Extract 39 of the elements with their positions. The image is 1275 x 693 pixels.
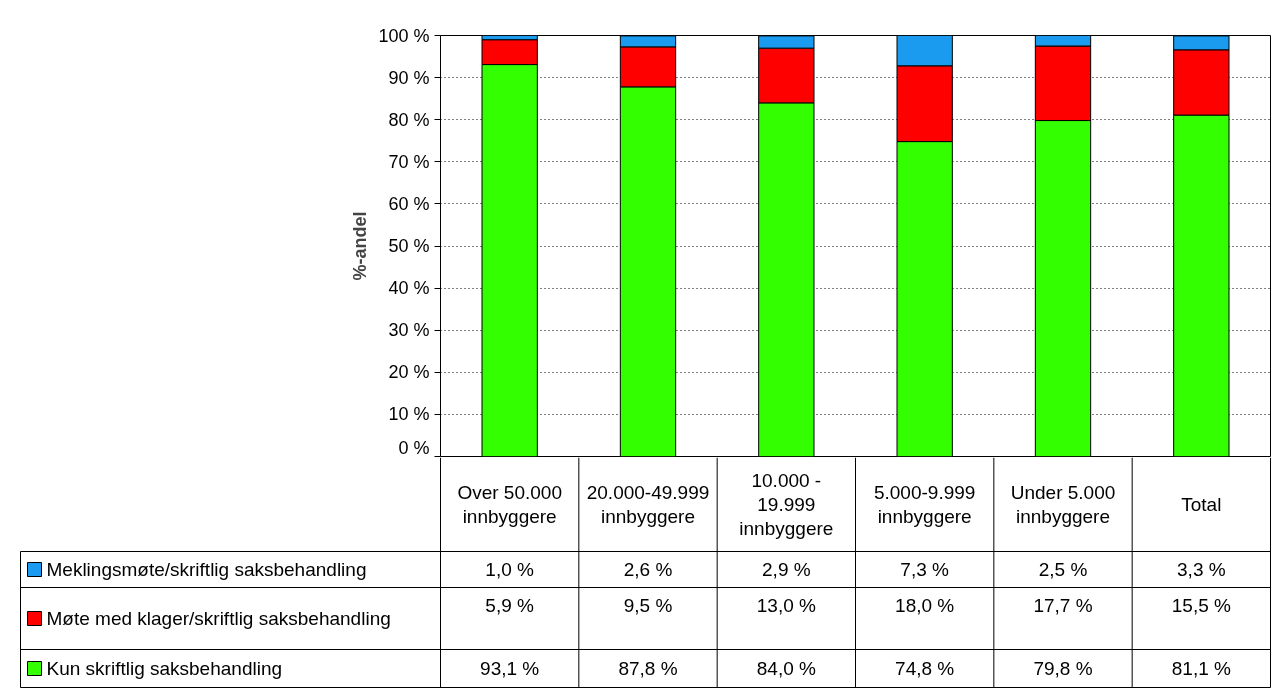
data-label: 3,3 % — [1177, 559, 1226, 580]
y-tick-label: 0 % — [398, 437, 430, 458]
y-tick-label: 10 % — [388, 404, 430, 425]
data-label: 79,8 % — [1033, 658, 1093, 679]
y-tick-label: 80 % — [388, 109, 430, 130]
data-label: 74,8 % — [895, 658, 955, 679]
y-tick-label: 70 % — [388, 151, 430, 172]
data-label: 2,6 % — [623, 559, 673, 580]
data-label: 93,1 % — [480, 658, 540, 679]
y-tick-label: 30 % — [388, 320, 430, 341]
data-label: 87,8 % — [618, 658, 678, 679]
y-tick-label: 60 % — [388, 193, 430, 214]
y-tick-label: 40 % — [388, 278, 430, 299]
x-tick-label: Under 5.000 innbyggere — [1010, 481, 1116, 528]
data-label: 84,0 % — [756, 658, 817, 679]
data-label: 1,0 % — [485, 559, 535, 580]
data-label: 81,1 % — [1171, 658, 1232, 679]
y-tick-label: 100 % — [378, 25, 430, 46]
y-tick-label: 50 % — [388, 236, 430, 256]
y-tick-label: 20 % — [388, 362, 430, 383]
legend-label: Meklingsmøte/skriftlig saksbehandling — [46, 559, 367, 580]
data-label: 2,5 % — [1038, 559, 1088, 580]
data-label: 9,5 % — [623, 595, 673, 616]
y-tick-label: 90 % — [388, 67, 430, 88]
data-label: 18,0 % — [895, 595, 955, 616]
data-label: 5,9 % — [485, 595, 535, 616]
data-label: 13,0 % — [756, 595, 817, 616]
x-tick-label: Total — [1181, 494, 1222, 515]
x-tick-label: 10.000 - 19.999 innbyggere — [739, 469, 834, 540]
x-tick-label: 5.000-9.999 innbyggere — [873, 481, 976, 528]
data-label: 15,5 % — [1171, 595, 1232, 616]
data-label: 7,3 % — [900, 559, 950, 580]
legend-label: Møte med klager/skriftlig saksbehandling — [46, 608, 391, 629]
data-label: 2,9 % — [762, 559, 811, 580]
legend-label: Kun skriftlig saksbehandling — [46, 658, 283, 679]
y-axis-title: %-andel — [350, 211, 371, 281]
x-tick-label: 20.000-49.999 innbyggere — [586, 481, 710, 528]
x-tick-label: Over 50.000 innbyggere — [457, 481, 562, 528]
data-label: 17,7 % — [1033, 595, 1093, 616]
